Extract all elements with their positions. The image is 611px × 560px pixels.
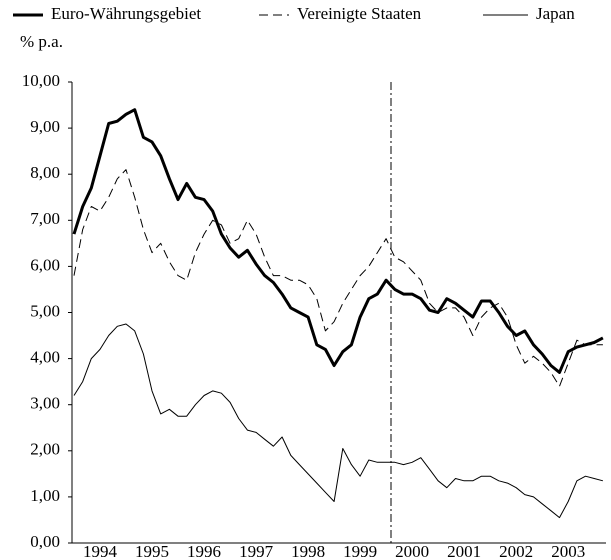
- x-tick-label: 1994: [83, 542, 118, 560]
- x-tick-label: 2000: [395, 542, 429, 560]
- x-tick-label: 2002: [499, 542, 533, 560]
- y-tick-label: 8,00: [30, 163, 60, 182]
- x-tick-label: 1999: [343, 542, 377, 560]
- y-tick-label: 9,00: [30, 117, 60, 136]
- y-tick-label: 5,00: [30, 301, 60, 320]
- x-tick-label: 2003: [551, 542, 585, 560]
- y-tick-label: 0,00: [30, 532, 60, 551]
- x-tick-label: 1995: [135, 542, 169, 560]
- y-tick-label: 6,00: [30, 255, 60, 274]
- data-line: [73, 323, 604, 519]
- legend-label: Vereinigte Staaten: [297, 4, 422, 23]
- data-line: [73, 169, 603, 387]
- data-line: [72, 108, 604, 374]
- y-axis-label: % p.a.: [20, 32, 63, 51]
- legend-label: Japan: [536, 4, 575, 23]
- x-tick-label: 1997: [239, 542, 274, 560]
- y-tick-label: 3,00: [30, 394, 60, 413]
- legend-label: Euro-Währungsgebiet: [51, 4, 201, 23]
- y-tick-label: 4,00: [30, 348, 60, 367]
- y-tick-label: 7,00: [30, 209, 60, 228]
- x-tick-label: 2001: [447, 542, 481, 560]
- x-tick-label: 1996: [187, 542, 221, 560]
- x-tick-label: 1998: [291, 542, 325, 560]
- y-tick-label: 2,00: [30, 440, 60, 459]
- y-tick-label: 1,00: [30, 486, 60, 505]
- y-tick-label: 10,00: [22, 71, 60, 90]
